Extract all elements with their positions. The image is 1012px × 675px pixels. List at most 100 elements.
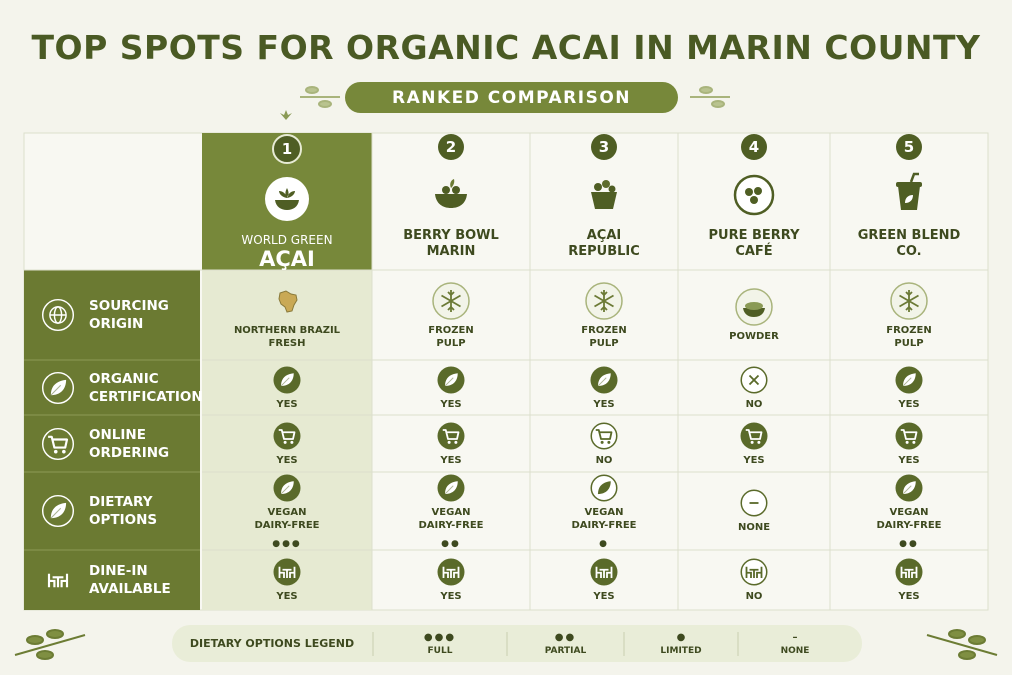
cell-text: FRESH [268, 337, 306, 349]
dots: ●● [899, 538, 919, 549]
cell-text: FROZEN [581, 324, 627, 336]
label-text: AVAILABLE [89, 581, 171, 597]
header-icon [591, 180, 617, 209]
legend-symbol: ●●● [423, 631, 457, 643]
cell-text: YES [440, 398, 462, 410]
header-icon [265, 177, 309, 221]
label-text: DINE-IN [89, 563, 148, 579]
cell: YES [830, 360, 988, 415]
cell-text: PULP [894, 337, 924, 349]
row-label: DIETARY OPTIONS [24, 472, 200, 550]
legend-label: FULL [427, 645, 453, 656]
cell-text: DAIRY-FREE [418, 519, 484, 531]
cell-text: DAIRY-FREE [571, 519, 637, 531]
cell-text: YES [898, 454, 920, 466]
column-name: PURE BERRY [708, 228, 800, 243]
column-header: 2 BERRY BOWL MARIN [372, 133, 530, 270]
cell-text: VEGAN [431, 506, 471, 518]
cell: YES [202, 360, 372, 415]
cell-text: DAIRY-FREE [876, 519, 942, 531]
label-text: OPTIONS [89, 512, 158, 528]
subtitle: RANKED COMPARISON [391, 88, 632, 108]
cell: YES [678, 415, 830, 472]
label-text: ONLINE [89, 426, 146, 443]
label-text: CERTIFICATION [89, 388, 203, 405]
legend-label: PARTIAL [544, 645, 587, 656]
cell-text: YES [276, 454, 298, 466]
rank-badge: 3 [591, 134, 617, 160]
column-name: CO. [896, 244, 922, 259]
column-header: 1 WORLD GREEN AÇAI [202, 133, 372, 270]
cell: VEGAN DAIRY-FREE ● [530, 472, 678, 550]
cell: FROZEN PULP [530, 270, 678, 360]
cell-text: NO [595, 454, 613, 466]
cell: YES [372, 550, 530, 610]
legend-title: DIETARY OPTIONS LEGEND [189, 637, 355, 650]
label-text: ORIGIN [89, 316, 144, 332]
label-text: ORDERING [89, 444, 170, 461]
cell-text: PULP [589, 337, 619, 349]
column-header: 4 PURE BERRY CAFÉ [678, 133, 830, 270]
legend-symbol: ●● [554, 631, 577, 643]
cell-text: NORTHERN BRAZIL [233, 324, 341, 336]
cell-text: VEGAN [267, 506, 307, 518]
cell-text: YES [898, 398, 920, 410]
dots: ●●● [272, 538, 302, 549]
header-icon [733, 174, 775, 216]
cell-text: YES [593, 591, 615, 602]
cell: VEGAN DAIRY-FREE ●●● [202, 472, 372, 550]
legend-symbol: – [792, 631, 798, 643]
rank-badge: 5 [896, 134, 922, 160]
cell-text: NO [745, 591, 763, 602]
column-header: 5 GREEN BLEND CO. [830, 133, 988, 270]
cell: YES [202, 550, 372, 610]
cell: YES [372, 415, 530, 472]
cell-text: VEGAN [889, 506, 929, 518]
cell-text: YES [276, 591, 298, 602]
cell: YES [372, 360, 530, 415]
cell: YES [530, 550, 678, 610]
column-name: WORLD GREEN [241, 233, 333, 247]
legend-symbol: ● [676, 631, 686, 643]
column-name: MARIN [426, 244, 476, 259]
legend-item: – NONE [738, 627, 852, 661]
title: TOP SPOTS FOR ORGANIC ACAI IN MARIN COUN… [31, 28, 981, 67]
cell: POWDER [678, 270, 830, 360]
cell-text: YES [440, 591, 462, 602]
cell: NONE [678, 472, 830, 550]
cell-text: PULP [436, 337, 466, 349]
column-name: AÇAI [586, 228, 622, 243]
cell-text: YES [743, 454, 765, 466]
cell: FROZEN PULP [830, 270, 988, 360]
cell: VEGAN DAIRY-FREE ●● [830, 472, 988, 550]
cell-text: FROZEN [428, 324, 474, 336]
legend-label: NONE [780, 645, 810, 656]
dots: ●● [441, 538, 461, 549]
cell-text: POWDER [729, 331, 779, 342]
header-icon [896, 172, 922, 210]
label-text: SOURCING [89, 298, 169, 314]
cell-text: YES [276, 398, 298, 410]
cell: NO [530, 415, 678, 472]
row-label: ONLINE ORDERING [24, 415, 200, 472]
cell-text: YES [593, 398, 615, 410]
cell: YES [830, 550, 988, 610]
cell-text: YES [898, 591, 920, 602]
rank-badge: 4 [741, 134, 767, 160]
header-icon [435, 179, 467, 208]
cell: NORTHERN BRAZIL FRESH [202, 270, 372, 360]
column-name: CAFÉ [735, 244, 773, 259]
cell-text: YES [440, 454, 462, 466]
cell: YES [202, 415, 372, 472]
legend-item: ● LIMITED [624, 627, 738, 661]
cell-text: NONE [737, 522, 771, 533]
cell: NO [678, 360, 830, 415]
rank-badge: 1 [272, 134, 302, 164]
column-header: 3 AÇAI REPUBLIC [530, 133, 678, 270]
column-name: BERRY BOWL [403, 228, 499, 243]
cell-text: NO [745, 398, 763, 410]
cell-text: DAIRY-FREE [254, 519, 320, 531]
cell-text: VEGAN [584, 506, 624, 518]
